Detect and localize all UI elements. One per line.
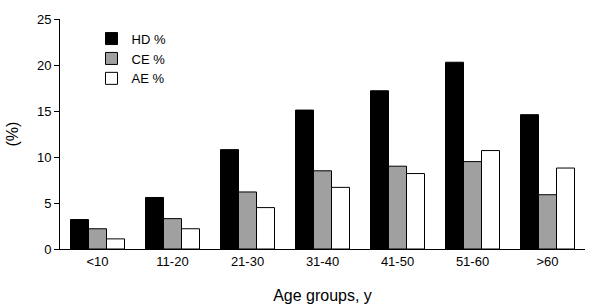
svg-text:10: 10 (37, 150, 51, 165)
svg-text:(%): (%) (4, 122, 21, 147)
svg-text:51-60: 51-60 (456, 254, 489, 269)
svg-text:0: 0 (44, 242, 51, 257)
svg-text:CE %: CE % (132, 52, 166, 67)
svg-text:41-50: 41-50 (381, 254, 414, 269)
svg-text:25: 25 (37, 12, 51, 27)
svg-text:HD %: HD % (132, 32, 166, 47)
svg-text:<10: <10 (86, 254, 108, 269)
svg-text:21-30: 21-30 (231, 254, 264, 269)
svg-text:20: 20 (37, 58, 51, 73)
svg-text:Age groups, y: Age groups, y (273, 287, 372, 304)
svg-text:31-40: 31-40 (306, 254, 339, 269)
svg-text:5: 5 (44, 196, 51, 211)
svg-text:>60: >60 (536, 254, 558, 269)
svg-text:11-20: 11-20 (156, 254, 188, 269)
svg-text:15: 15 (37, 104, 51, 119)
svg-text:AE %: AE % (132, 71, 165, 86)
